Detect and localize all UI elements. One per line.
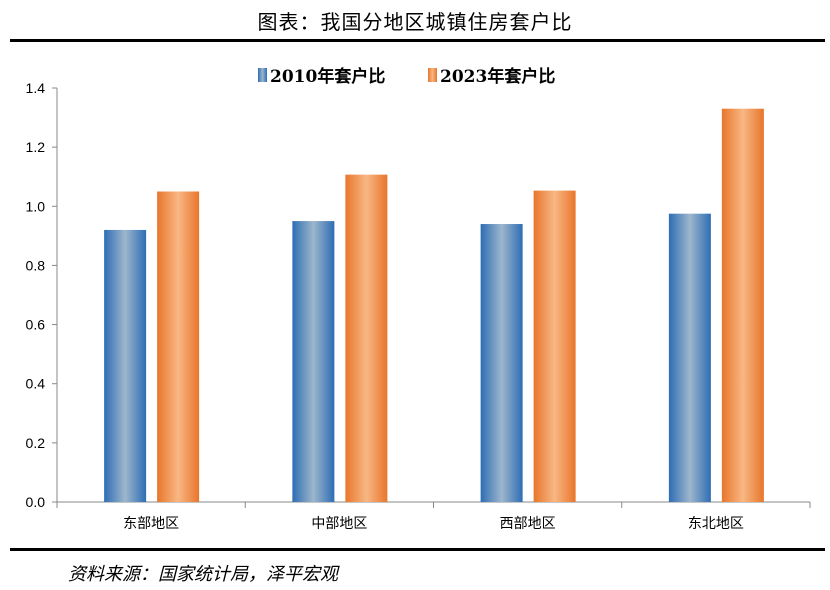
y-tick-label: 1.0: [26, 198, 46, 214]
bar-2023-2: [533, 190, 576, 502]
bar-2023-0: [157, 191, 200, 502]
source-note: 资料来源：国家统计局，泽平宏观: [68, 564, 338, 585]
legend-label-1: 2023年套户比: [440, 66, 555, 87]
y-tick-label: 1.4: [26, 80, 46, 96]
figure-title: 图表：我国分地区城镇住房套户比: [257, 10, 573, 34]
bar-2010-0: [104, 229, 147, 502]
x-tick-label: 中部地区: [311, 516, 367, 532]
top-rule: [10, 39, 825, 42]
y-tick-label: 0.8: [26, 257, 46, 273]
legend-swatch-0: [258, 68, 267, 82]
y-tick-label: 0.0: [26, 494, 46, 510]
y-tick-label: 0.6: [26, 317, 46, 333]
bar-2010-1: [292, 221, 335, 503]
y-tick-label: 1.2: [26, 139, 46, 155]
x-tick-label: 东北地区: [688, 516, 744, 532]
bar-2010-2: [480, 224, 523, 502]
bar-2023-1: [345, 174, 388, 502]
x-tick-label: 东部地区: [123, 516, 179, 532]
y-tick-label: 0.2: [26, 435, 46, 451]
bar-2010-3: [668, 213, 711, 502]
legend-swatch-1: [428, 68, 437, 82]
y-tick-label: 0.4: [26, 376, 46, 392]
bar-2023-3: [721, 108, 764, 502]
legend-label-0: 2010年套户比: [270, 66, 385, 87]
x-tick-label: 西部地区: [500, 516, 556, 532]
bottom-rule: [10, 548, 825, 551]
